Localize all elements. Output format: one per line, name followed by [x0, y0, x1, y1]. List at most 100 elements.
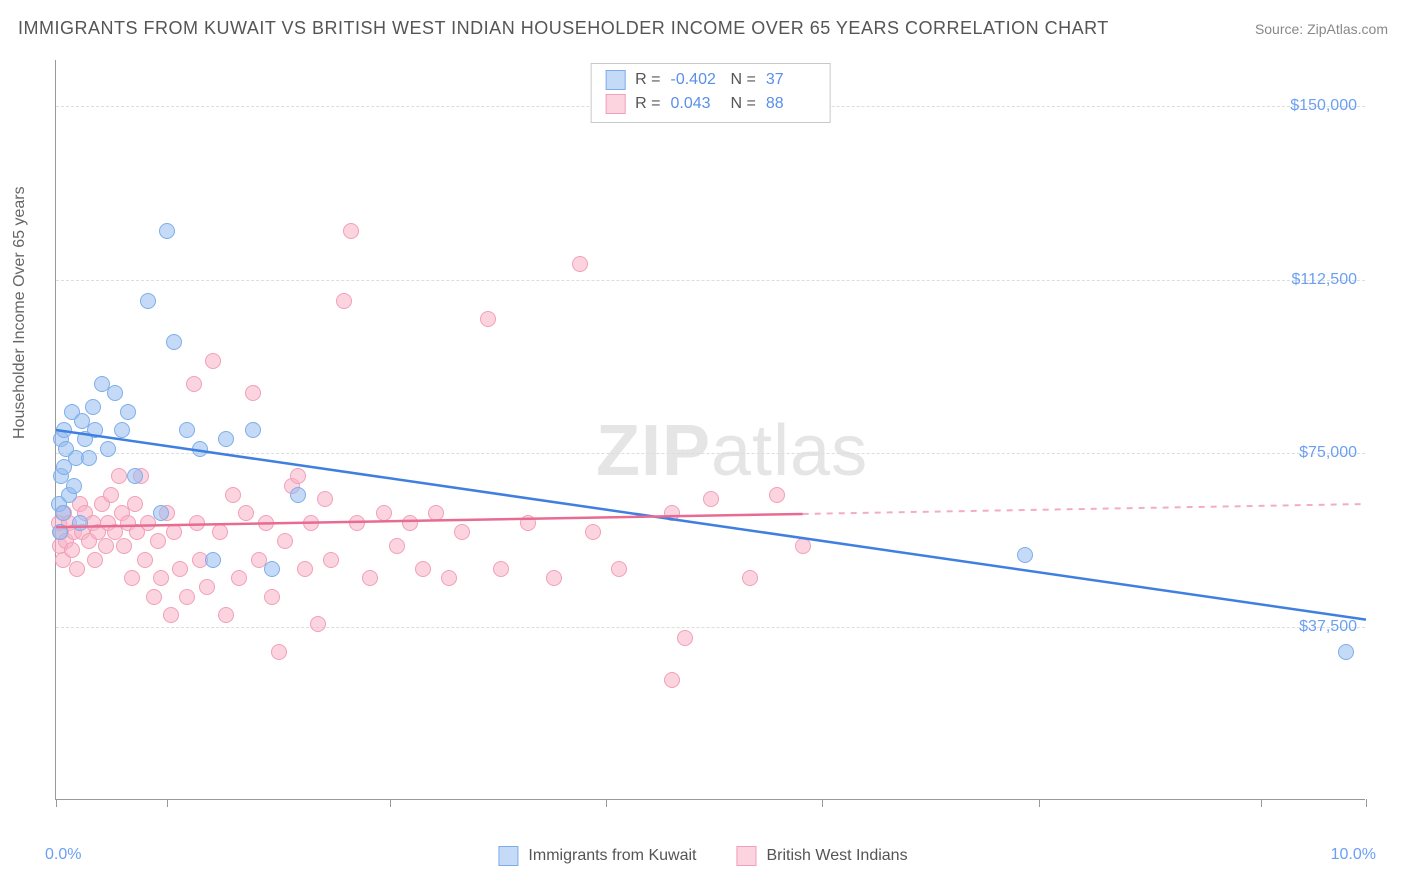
data-point — [336, 293, 352, 309]
data-point — [163, 607, 179, 623]
data-point — [376, 505, 392, 521]
data-point — [677, 630, 693, 646]
data-point — [310, 616, 326, 632]
stats-swatch — [605, 94, 625, 114]
source-attribution: Source: ZipAtlas.com — [1255, 21, 1388, 37]
data-point — [199, 579, 215, 595]
data-point — [81, 450, 97, 466]
data-point — [166, 334, 182, 350]
data-point — [107, 385, 123, 401]
data-point — [56, 422, 72, 438]
y-tick-label: $112,500 — [1291, 271, 1357, 289]
data-point — [441, 570, 457, 586]
data-point — [546, 570, 562, 586]
data-point — [664, 672, 680, 688]
y-tick-label: $37,500 — [1299, 618, 1357, 636]
data-point — [1017, 547, 1033, 563]
data-point — [218, 431, 234, 447]
stat-n-label: N = — [731, 92, 756, 116]
title-bar: IMMIGRANTS FROM KUWAIT VS BRITISH WEST I… — [18, 18, 1388, 39]
data-point — [238, 505, 254, 521]
stat-n-label: N = — [731, 68, 756, 92]
data-point — [179, 422, 195, 438]
data-point — [120, 404, 136, 420]
data-point — [264, 561, 280, 577]
x-tick — [1039, 799, 1040, 807]
gridline — [56, 280, 1365, 281]
data-point — [231, 570, 247, 586]
data-point — [572, 256, 588, 272]
data-point — [317, 491, 333, 507]
data-point — [205, 552, 221, 568]
y-tick-label: $150,000 — [1290, 97, 1357, 115]
stat-n-value: 37 — [766, 68, 816, 92]
data-point — [55, 505, 71, 521]
data-point — [1338, 644, 1354, 660]
stats-row: R =0.043N =88 — [605, 92, 816, 116]
data-point — [218, 607, 234, 623]
x-tick — [167, 799, 168, 807]
data-point — [146, 589, 162, 605]
data-point — [428, 505, 444, 521]
data-point — [264, 589, 280, 605]
data-point — [303, 515, 319, 531]
data-point — [205, 353, 221, 369]
legend-swatch-bwi — [736, 846, 756, 866]
data-point — [153, 505, 169, 521]
data-point — [100, 441, 116, 457]
data-point — [742, 570, 758, 586]
data-point — [271, 644, 287, 660]
data-point — [116, 538, 132, 554]
data-point — [69, 561, 85, 577]
data-point — [245, 422, 261, 438]
data-point — [172, 561, 188, 577]
data-point — [150, 533, 166, 549]
data-point — [85, 399, 101, 415]
data-point — [52, 524, 68, 540]
stats-swatch — [605, 70, 625, 90]
data-point — [290, 487, 306, 503]
data-point — [212, 524, 228, 540]
data-point — [98, 538, 114, 554]
stat-r-value: 0.043 — [671, 92, 721, 116]
data-point — [103, 487, 119, 503]
data-point — [454, 524, 470, 540]
data-point — [343, 223, 359, 239]
data-point — [137, 552, 153, 568]
legend-label-kuwait: Immigrants from Kuwait — [528, 847, 696, 865]
data-point — [192, 441, 208, 457]
stat-r-label: R = — [635, 68, 660, 92]
x-tick — [1366, 799, 1367, 807]
data-point — [245, 385, 261, 401]
data-point — [520, 515, 536, 531]
legend-label-bwi: British West Indians — [766, 847, 907, 865]
data-point — [585, 524, 601, 540]
stats-row: R =-0.402N =37 — [605, 68, 816, 92]
data-point — [72, 515, 88, 531]
x-tick — [56, 799, 57, 807]
legend: Immigrants from Kuwait British West Indi… — [498, 846, 907, 866]
data-point — [87, 552, 103, 568]
data-point — [795, 538, 811, 554]
data-point — [290, 468, 306, 484]
data-point — [153, 570, 169, 586]
data-point — [480, 311, 496, 327]
legend-item-bwi: British West Indians — [736, 846, 907, 866]
data-point — [703, 491, 719, 507]
x-tick — [1261, 799, 1262, 807]
data-point — [111, 468, 127, 484]
data-point — [66, 478, 82, 494]
data-point — [415, 561, 431, 577]
x-tick — [606, 799, 607, 807]
x-tick — [822, 799, 823, 807]
data-point — [159, 223, 175, 239]
stat-n-value: 88 — [766, 92, 816, 116]
data-point — [277, 533, 293, 549]
data-point — [323, 552, 339, 568]
data-point — [127, 496, 143, 512]
x-axis-max-label: 10.0% — [1331, 846, 1376, 864]
data-point — [402, 515, 418, 531]
data-point — [362, 570, 378, 586]
data-point — [769, 487, 785, 503]
y-axis-label: Householder Income Over 65 years — [11, 186, 29, 439]
